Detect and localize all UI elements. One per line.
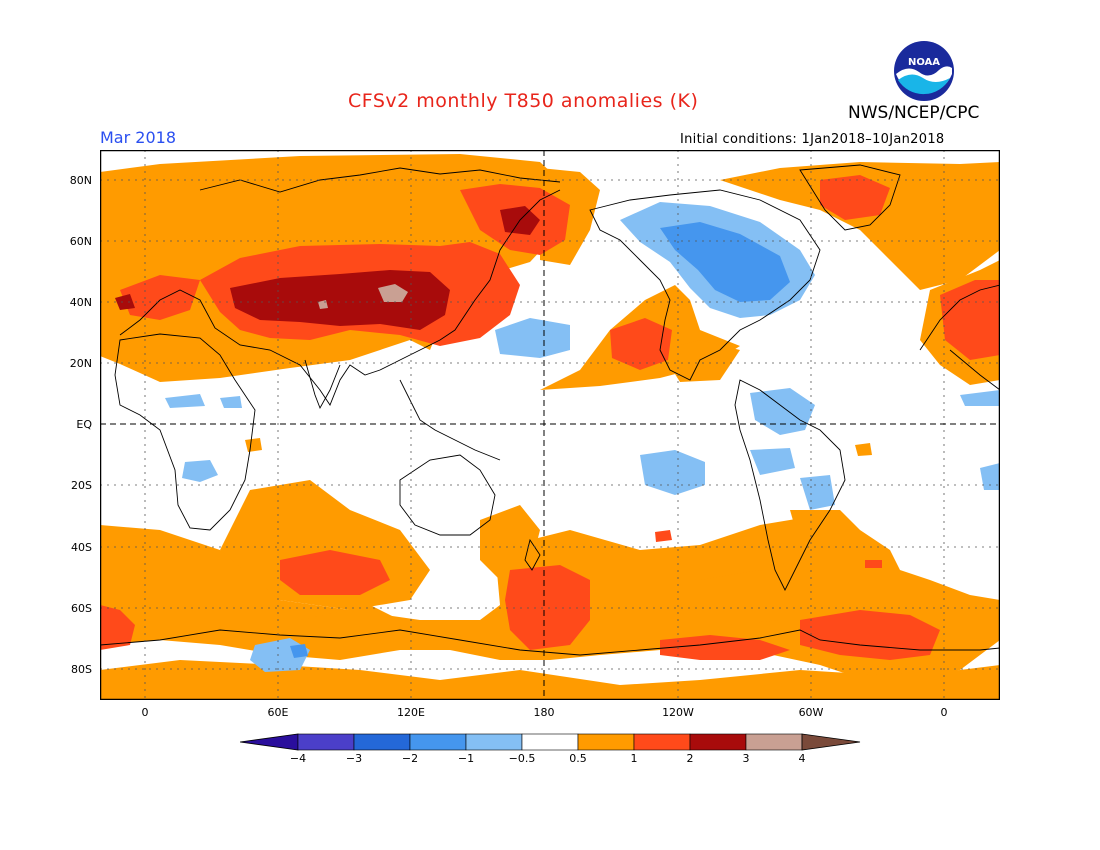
colorbar-label: −1 [457,752,475,765]
lon-label: 0 [141,706,149,719]
colorbar-swatch [297,733,355,751]
lat-label: 80N [69,174,92,187]
anomaly-contour-cold-2 [290,222,790,658]
colorbar-swatch [409,733,467,751]
colorbar-label: 1 [630,752,638,765]
lon-label: 60E [267,706,289,719]
map-frame [100,150,1000,700]
colorbar-swatch [633,733,691,751]
colorbar-label: −2 [401,752,419,765]
lon-label: 180 [533,706,555,719]
lon-label: 120E [397,706,425,719]
lat-label: EQ [76,418,92,431]
noaa-logo: NOAA [894,41,954,101]
lat-label: 60N [69,235,92,248]
colorbar-arrow-min [240,733,299,751]
colorbar-swatch [465,733,523,751]
colorbar-swatch [689,733,747,751]
colorbar-label: −4 [289,752,307,765]
lon-label: 0 [940,706,948,719]
color-bar [240,733,861,751]
colorbar-label: 3 [742,752,750,765]
colorbar-swatch [745,733,803,751]
month-label: Mar 2018 [100,128,176,147]
initial-conditions-label: Initial conditions: 1Jan2018–10Jan2018 [680,132,945,147]
lat-label: 20N [69,357,92,370]
coastlines [100,164,1000,656]
graticule [100,150,1000,700]
anomaly-map [100,150,1000,700]
lon-label: 60W [798,706,824,719]
lat-label: 60S [71,602,92,615]
lat-label: 40S [71,541,92,554]
colorbar-swatch [521,733,579,751]
colorbar-label: −3 [345,752,363,765]
chart-title: CFSv2 monthly T850 anomalies (K) [348,90,699,112]
lat-label: 40N [69,296,92,309]
colorbar-label: 4 [798,752,806,765]
colorbar-swatch [353,733,411,751]
lat-label: 20S [71,479,92,492]
lat-label: 80S [71,663,92,676]
colorbar-arrow-max [801,733,861,751]
colorbar-label: 2 [686,752,694,765]
colorbar-swatch [577,733,635,751]
reference-lines [100,150,1000,700]
logo-text: NOAA [908,57,940,68]
organization-label: NWS/NCEP/CPC [848,103,980,123]
colorbar-label: −0.5 [508,752,536,765]
colorbar-label: 0.5 [569,752,587,765]
lon-label: 120W [662,706,694,719]
